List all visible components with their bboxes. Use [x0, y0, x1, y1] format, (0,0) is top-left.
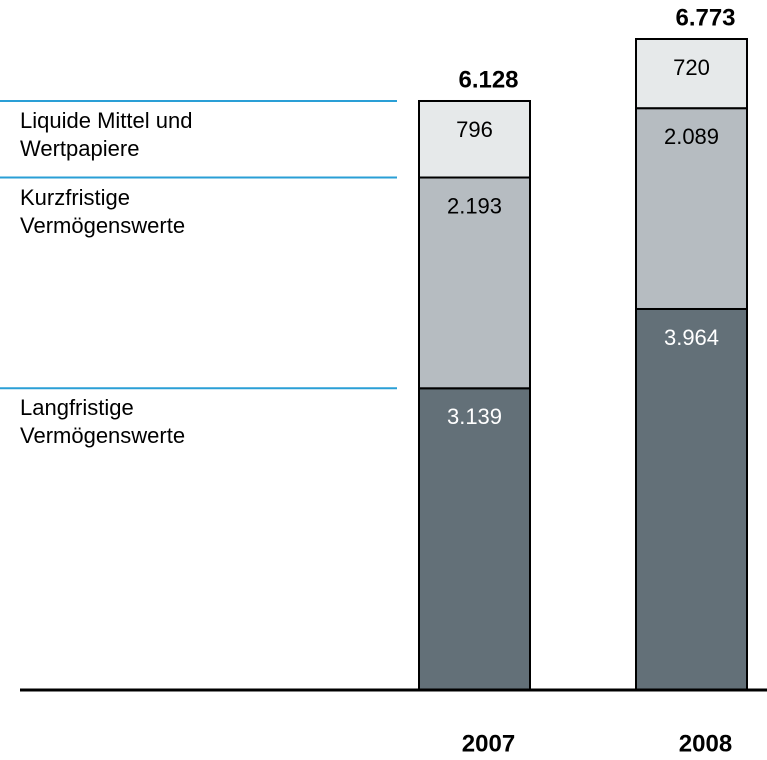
bar-segment: [635, 307, 748, 691]
value-label: 2.089: [664, 124, 719, 149]
value-label: 3.139: [447, 404, 502, 429]
x-tick-label: 2008: [679, 730, 732, 757]
bar-segment: [635, 38, 748, 110]
legend-label: Liquide Mittel und Wertpapiere: [20, 107, 193, 161]
bar-segment: [635, 107, 748, 310]
value-label: 720: [673, 55, 710, 80]
x-tick-label: 2007: [462, 730, 515, 757]
bar-segment: [418, 99, 531, 179]
value-label: 796: [456, 117, 493, 142]
legend-label: Kurzfristige Vermögenswerte: [20, 184, 186, 238]
total-label: 6.773: [675, 4, 735, 31]
total-label: 6.128: [458, 66, 518, 93]
legend-label: Langfristige Vermögenswerte: [20, 395, 186, 449]
value-label: 2.193: [447, 193, 502, 218]
value-label: 3.964: [664, 325, 719, 350]
bar-segment: [418, 387, 531, 691]
